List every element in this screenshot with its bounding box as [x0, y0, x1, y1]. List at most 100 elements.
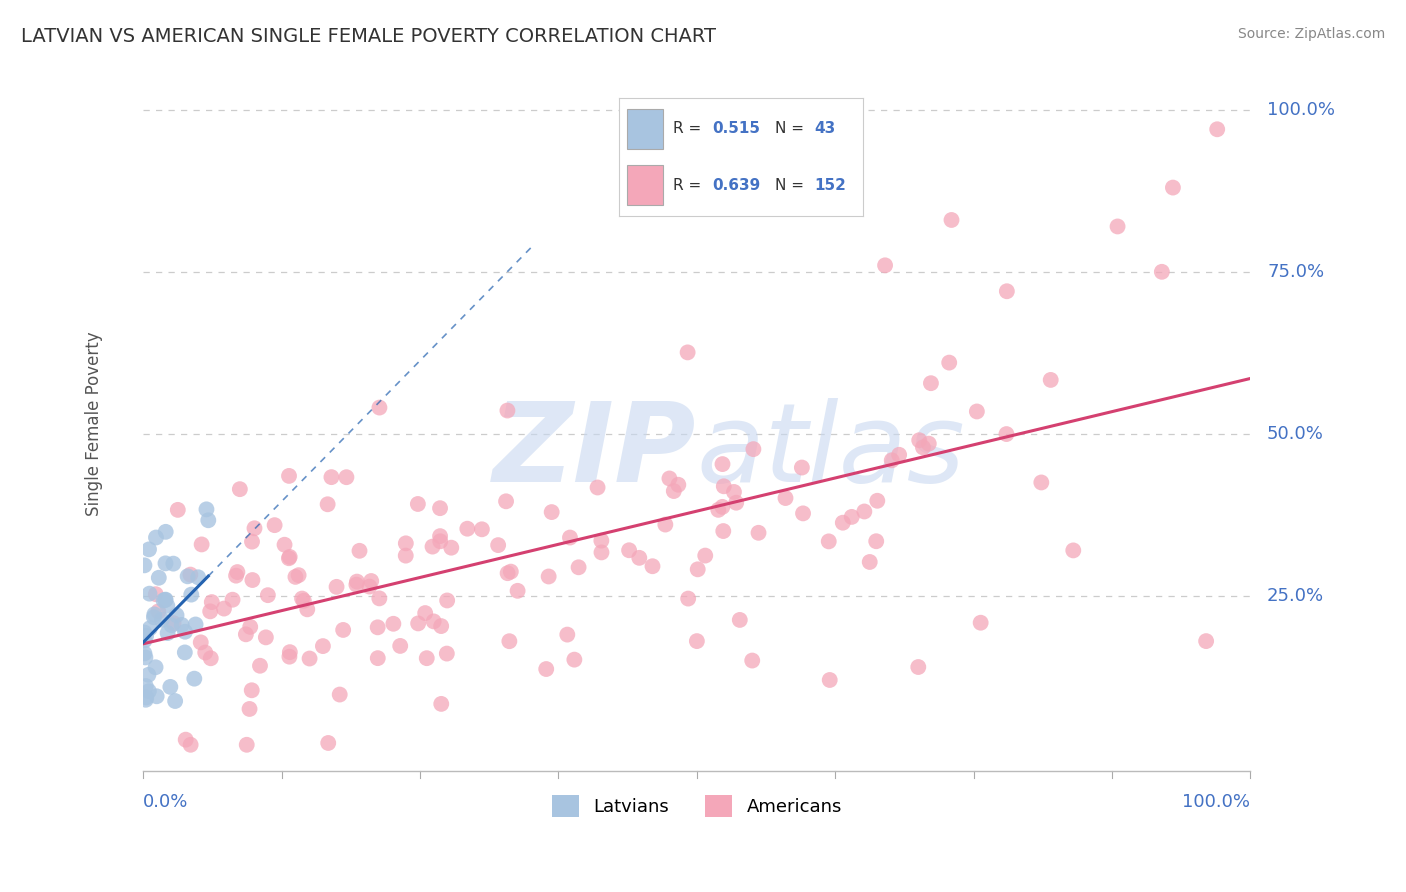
Point [555, 627, 578, 641]
Point [287, 568, 309, 582]
Point [200, 604, 222, 618]
Point [713, 479, 735, 493]
Point [568, 560, 591, 574]
Point [142, 610, 165, 624]
Text: atlas: atlas [697, 399, 966, 505]
Point [880, 453, 903, 467]
Point [422, 540, 444, 554]
Point [430, 697, 453, 711]
Point [221, 592, 243, 607]
Text: 100.0%: 100.0% [1182, 793, 1250, 812]
Point [135, 679, 157, 693]
Point [1039, 373, 1062, 387]
Point [155, 593, 177, 607]
Point [429, 529, 451, 543]
Point [344, 577, 367, 591]
Point [707, 503, 730, 517]
Point [135, 692, 157, 706]
Point [195, 502, 218, 516]
Point [273, 538, 295, 552]
Point [278, 549, 301, 564]
Point [875, 258, 897, 272]
Point [316, 736, 339, 750]
Point [1206, 122, 1229, 136]
Point [312, 639, 335, 653]
Text: 100.0%: 100.0% [1267, 101, 1336, 119]
Point [591, 533, 613, 548]
Point [257, 588, 280, 602]
Point [240, 534, 263, 549]
Point [887, 448, 910, 462]
Point [284, 570, 307, 584]
Point [180, 738, 202, 752]
Point [486, 538, 509, 552]
Point [676, 345, 699, 359]
Text: ZIP: ZIP [494, 399, 697, 505]
Point [537, 569, 560, 583]
Point [908, 434, 931, 448]
Point [155, 592, 177, 607]
Point [138, 684, 160, 698]
Point [1161, 180, 1184, 194]
Point [190, 635, 212, 649]
Point [278, 649, 301, 664]
Point [853, 504, 876, 518]
Point [859, 555, 882, 569]
Point [162, 557, 184, 571]
Point [135, 690, 157, 705]
Point [159, 680, 181, 694]
Point [995, 427, 1018, 442]
Point [498, 634, 520, 648]
Point [413, 606, 436, 620]
Point [298, 651, 321, 665]
Point [212, 601, 235, 615]
Point [297, 602, 319, 616]
Point [254, 631, 277, 645]
Point [792, 507, 814, 521]
Point [918, 436, 941, 450]
Point [920, 376, 942, 391]
Point [416, 651, 439, 665]
Point [242, 573, 264, 587]
Point [162, 616, 184, 631]
Point [156, 599, 179, 613]
Point [676, 591, 699, 606]
Point [911, 441, 934, 455]
Point [775, 491, 797, 505]
Point [243, 521, 266, 535]
Point [138, 587, 160, 601]
Text: 50.0%: 50.0% [1267, 425, 1324, 442]
Point [436, 593, 458, 607]
Point [329, 688, 352, 702]
Point [429, 534, 451, 549]
Point [938, 356, 960, 370]
Point [165, 694, 187, 708]
Point [332, 623, 354, 637]
Point [641, 559, 664, 574]
Point [145, 531, 167, 545]
Text: Source: ZipAtlas.com: Source: ZipAtlas.com [1237, 27, 1385, 41]
Point [591, 545, 613, 559]
Point [335, 470, 357, 484]
Point [725, 496, 748, 510]
Point [406, 616, 429, 631]
Text: LATVIAN VS AMERICAN SINGLE FEMALE POVERTY CORRELATION CHART: LATVIAN VS AMERICAN SINGLE FEMALE POVERT… [21, 27, 716, 45]
Point [226, 565, 249, 579]
Point [406, 497, 429, 511]
Point [152, 593, 174, 607]
Point [558, 531, 581, 545]
Legend: Latvians, Americans: Latvians, Americans [544, 788, 849, 824]
Point [711, 457, 734, 471]
Point [506, 583, 529, 598]
Point [277, 551, 299, 566]
Point [134, 558, 156, 573]
Point [495, 494, 517, 508]
Point [368, 591, 391, 606]
Point [240, 683, 263, 698]
Point [346, 574, 368, 589]
Point [278, 645, 301, 659]
Point [711, 500, 734, 514]
Point [499, 565, 522, 579]
Point [662, 484, 685, 499]
Point [966, 404, 988, 418]
